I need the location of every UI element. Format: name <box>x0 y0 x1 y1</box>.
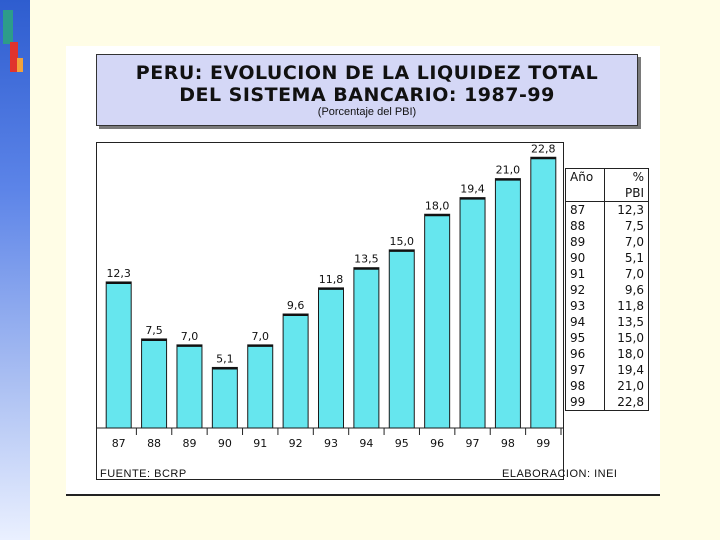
bar <box>247 344 274 429</box>
bar <box>530 156 557 429</box>
x-tick-label: 89 <box>182 437 196 450</box>
table-row: 92 9,6 <box>565 282 649 298</box>
data-label: 7,0 <box>251 330 269 343</box>
table-row: 88 7,5 <box>565 218 649 234</box>
table-cell-pct: 7,0 <box>624 235 644 249</box>
table-cell-pct: 7,0 <box>624 267 644 281</box>
table-cell-year: 94 <box>565 314 605 330</box>
footer-credit: ELABORACION: INEI <box>502 468 618 480</box>
bar <box>318 287 344 429</box>
table-cell-pct: 21,0 <box>617 379 644 393</box>
table-cell-year: 88 <box>565 218 605 234</box>
x-tick-label: 91 <box>253 437 267 450</box>
bar <box>282 313 309 429</box>
table-body: 87 12,3 88 7,5 89 7,0 90 5,1 91 7,0 92 9,6 93 11,8 94 1… <box>565 201 649 411</box>
x-tick-label: 93 <box>324 437 338 450</box>
data-label: 18,0 <box>425 199 450 212</box>
slide-image-panel: PERU: EVOLUCION DE LA LIQUIDEZ TOTAL DEL… <box>66 46 660 496</box>
data-label: 11,8 <box>319 273 344 286</box>
table-cell-year: 91 <box>565 266 605 282</box>
x-tick-label: 90 <box>218 437 232 450</box>
data-label: 7,0 <box>181 330 199 343</box>
x-tick-label: 99 <box>536 437 550 450</box>
x-tick-label: 94 <box>359 437 373 450</box>
bar <box>353 267 380 429</box>
table-header-year: Año <box>565 168 605 202</box>
bar <box>459 197 486 429</box>
table-header-row: Año % PBI <box>565 168 649 202</box>
table-cell-year: 90 <box>565 250 605 266</box>
data-label: 22,8 <box>531 143 556 155</box>
table-row: 94 13,5 <box>565 314 649 330</box>
data-label: 13,5 <box>354 253 379 266</box>
table-header-pct-symbol: % <box>632 170 644 184</box>
table-row: 90 5,1 <box>565 250 649 266</box>
chart-frame: 12,3 87 7,5 88 7,0 89 5,1 90 7,0 91 9,6 92 11,8 93 13,… <box>96 142 564 480</box>
table-cell-year: 99 <box>565 394 605 411</box>
bar <box>494 178 521 429</box>
bar <box>141 338 168 429</box>
table-row: 96 18,0 <box>565 346 649 362</box>
table-row: 97 19,4 <box>565 362 649 378</box>
table-cell-pct: 7,5 <box>624 219 644 233</box>
table-header-pct: % PBI <box>604 168 649 202</box>
table-cell-year: 98 <box>565 378 605 394</box>
bar <box>176 344 203 429</box>
x-tick-label: 92 <box>289 437 303 450</box>
x-tick-label: 95 <box>395 437 409 450</box>
table-header-pct-unit: PBI <box>624 186 644 200</box>
table-cell-pct: 5,1 <box>624 251 644 265</box>
title-box: PERU: EVOLUCION DE LA LIQUIDEZ TOTAL DEL… <box>96 54 638 126</box>
x-tick-label: 87 <box>112 437 126 450</box>
chart-subtitle: (Porcentaje del PBI) <box>317 106 417 118</box>
table-row: 95 15,0 <box>565 330 649 346</box>
x-tick-label: 98 <box>501 437 515 450</box>
data-label: 9,6 <box>287 299 305 312</box>
table-cell-pct: 9,6 <box>624 283 644 297</box>
bar <box>105 281 132 429</box>
table-row: 99 22,8 <box>565 394 649 411</box>
chart-title-line-2: DEL SISTEMA BANCARIO: 1987-99 <box>179 84 555 106</box>
chart-title-line-1: PERU: EVOLUCION DE LA LIQUIDEZ TOTAL <box>135 62 599 84</box>
data-label: 7,5 <box>145 324 163 337</box>
table-cell-pct: 18,0 <box>617 347 644 361</box>
data-label: 19,4 <box>460 183 485 196</box>
data-label: 21,0 <box>496 164 521 177</box>
data-label: 15,0 <box>390 235 415 248</box>
bar-chart: 12,3 87 7,5 88 7,0 89 5,1 90 7,0 91 9,6 92 11,8 93 13,… <box>97 143 563 450</box>
left-accent-red <box>10 42 18 72</box>
table-cell-year: 97 <box>565 362 605 378</box>
table-cell-year: 87 <box>565 201 605 218</box>
data-label: 12,3 <box>106 267 131 280</box>
table-cell-pct: 11,8 <box>617 299 644 313</box>
data-table: Año % PBI 87 12,3 88 7,5 89 7,0 90 5,1 91 7,0 92 9,… <box>565 168 649 411</box>
bar <box>388 249 415 429</box>
table-cell-pct: 13,5 <box>617 315 644 329</box>
table-cell-year: 96 <box>565 346 605 362</box>
table-row: 89 7,0 <box>565 234 649 250</box>
bar <box>424 213 451 429</box>
x-tick-label: 96 <box>430 437 444 450</box>
table-row: 93 11,8 <box>565 298 649 314</box>
table-cell-pct: 19,4 <box>617 363 644 377</box>
table-row: 98 21,0 <box>565 378 649 394</box>
x-tick-label: 97 <box>466 437 480 450</box>
bar <box>211 366 238 429</box>
left-accent-teal <box>3 10 13 44</box>
table-cell-year: 92 <box>565 282 605 298</box>
table-cell-year: 93 <box>565 298 605 314</box>
table-row: 87 12,3 <box>565 201 649 218</box>
table-cell-year: 89 <box>565 234 605 250</box>
table-row: 91 7,0 <box>565 266 649 282</box>
x-tick-label: 88 <box>147 437 161 450</box>
table-cell-year: 95 <box>565 330 605 346</box>
data-label: 5,1 <box>216 352 234 365</box>
footer-source: FUENTE: BCRP <box>100 468 187 480</box>
left-decorative-strip <box>0 0 30 540</box>
table-cell-pct: 15,0 <box>617 331 644 345</box>
left-accent-orange <box>17 58 23 72</box>
table-cell-pct: 22,8 <box>617 395 644 409</box>
table-cell-pct: 12,3 <box>617 203 644 217</box>
